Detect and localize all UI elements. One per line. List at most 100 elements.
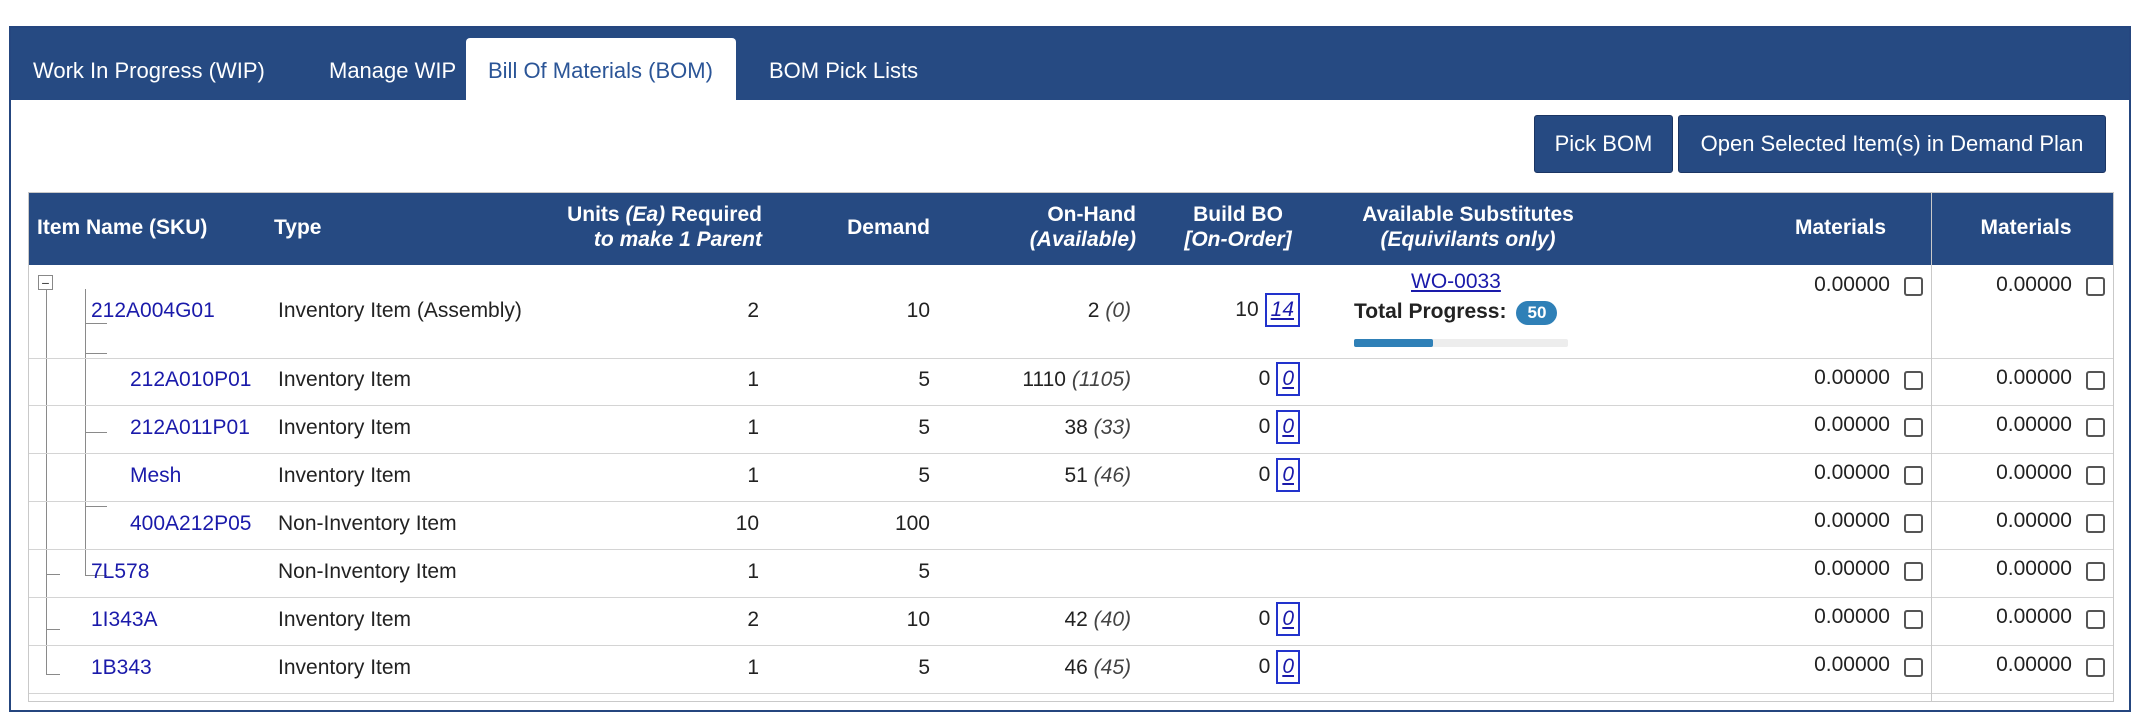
progress-badge: 50 <box>1516 301 1558 325</box>
units-required: 2 <box>747 608 759 631</box>
header-on-hand[interactable]: On-Hand (Available) <box>948 202 1136 252</box>
materials-1-value: 0.00000 <box>1814 509 1890 532</box>
tree-branch <box>46 629 60 630</box>
materials-2-checkbox[interactable] <box>2086 562 2105 581</box>
item-type: Inventory Item <box>278 656 412 679</box>
on-order-link[interactable]: 0 <box>1276 410 1300 444</box>
units-required: 1 <box>747 416 759 439</box>
tree-branch <box>85 353 107 354</box>
units-required: 10 <box>735 512 759 535</box>
materials-2-checkbox[interactable] <box>2086 514 2105 533</box>
collapse-icon[interactable]: − <box>38 275 53 290</box>
sku-link[interactable]: 212A011P01 <box>130 416 250 439</box>
tab-bar: Work In Progress (WIP) Manage WIP Bill O… <box>11 28 2129 100</box>
on-hand-qty: 42 <box>1064 608 1088 631</box>
tab-bom-pick-lists[interactable]: BOM Pick Lists <box>769 58 919 83</box>
materials-1-value: 0.00000 <box>1814 605 1890 628</box>
materials-2-value: 0.00000 <box>1996 366 2072 389</box>
build-qty: 10 <box>1235 298 1259 321</box>
materials-1-value: 0.00000 <box>1814 366 1890 389</box>
build-qty: 0 <box>1258 463 1271 486</box>
materials-2-checkbox[interactable] <box>2086 466 2105 485</box>
table-row[interactable]: − 212A004G01 Inventory Item (Assembly) 2… <box>28 265 2114 359</box>
materials-2-checkbox[interactable] <box>2086 418 2105 437</box>
demand-value: 5 <box>918 560 930 583</box>
materials-2-value: 0.00000 <box>1996 605 2072 628</box>
header-materials-2[interactable]: Materials <box>1980 216 2072 239</box>
build-qty: 0 <box>1258 655 1271 678</box>
pick-bom-button[interactable]: Pick BOM <box>1534 115 1673 173</box>
materials-1-checkbox[interactable] <box>1904 610 1923 629</box>
substitute-wo-link[interactable]: WO-0033 <box>1411 270 1501 293</box>
sku-link[interactable]: 7L578 <box>91 560 150 583</box>
header-demand[interactable]: Demand <box>847 216 930 239</box>
demand-value: 10 <box>906 299 930 322</box>
header-materials-1[interactable]: Materials <box>1794 216 1887 239</box>
build-qty: 0 <box>1258 367 1271 390</box>
materials-1-value: 0.00000 <box>1814 413 1890 436</box>
sku-link[interactable]: 212A010P01 <box>130 368 252 391</box>
sku-link[interactable]: Mesh <box>130 464 182 487</box>
materials-1-checkbox[interactable] <box>1904 658 1923 677</box>
materials-2-checkbox[interactable] <box>2086 610 2105 629</box>
tab-bill-of-materials[interactable]: Bill Of Materials (BOM) <box>466 38 736 100</box>
item-type: Inventory Item <box>278 608 412 631</box>
header-units-required[interactable]: Units (Ea) Required to make 1 Parent <box>528 202 762 252</box>
build-qty: 0 <box>1258 607 1271 630</box>
on-hand-value: 51 (46) <box>958 464 1131 488</box>
sku-link[interactable]: 212A004G01 <box>91 299 215 322</box>
demand-value: 5 <box>918 656 930 679</box>
on-order-link[interactable]: 0 <box>1276 362 1300 396</box>
materials-2-checkbox[interactable] <box>2086 277 2105 296</box>
header-available-substitutes[interactable]: Available Substitutes (Equivilants only) <box>1328 202 1608 252</box>
header-build-bo[interactable]: Build BO [On-Order] <box>1168 202 1308 252</box>
on-hand-qty: 2 <box>1087 299 1100 322</box>
materials-1-value: 0.00000 <box>1814 273 1890 296</box>
materials-2-value: 0.00000 <box>1996 413 2072 436</box>
progress-label: Total Progress: <box>1354 300 1507 323</box>
header-units-required-label: Required <box>665 203 762 226</box>
sku-link[interactable]: 1B343 <box>91 656 152 679</box>
item-type: Inventory Item <box>278 416 412 439</box>
on-order-link[interactable]: 0 <box>1276 458 1300 492</box>
total-progress: Total Progress: 50 <box>1354 300 1558 325</box>
header-units-ea: (Ea) <box>625 203 666 226</box>
tab-manage-wip[interactable]: Manage WIP <box>329 58 457 83</box>
materials-2-checkbox[interactable] <box>2086 658 2105 677</box>
on-hand-value: 38 (33) <box>958 416 1131 440</box>
materials-1-checkbox[interactable] <box>1904 277 1923 296</box>
on-order-link[interactable]: 0 <box>1276 602 1300 636</box>
materials-1-checkbox[interactable] <box>1904 514 1923 533</box>
on-order-link[interactable]: 0 <box>1276 650 1300 684</box>
demand-value: 5 <box>918 368 930 391</box>
tab-work-in-progress[interactable]: Work In Progress (WIP) <box>33 58 265 83</box>
available-qty: (1105) <box>1071 368 1131 391</box>
on-hand-value: 42 (40) <box>958 608 1131 632</box>
table-row[interactable]: 212A010P01 Inventory Item 1 5 1110 (1105… <box>28 358 2114 406</box>
header-type[interactable]: Type <box>274 216 322 239</box>
materials-1-checkbox[interactable] <box>1904 418 1923 437</box>
header-on-hand-sub: (Available) <box>1029 228 1136 251</box>
tree-branch <box>85 323 107 324</box>
table-row[interactable]: 400A212P05 Non-Inventory Item 10 100 0.0… <box>28 501 2114 550</box>
materials-2-checkbox[interactable] <box>2086 371 2105 390</box>
materials-1-checkbox[interactable] <box>1904 562 1923 581</box>
header-substitutes-sub: (Equivilants only) <box>1380 228 1556 251</box>
on-hand-value: 46 (45) <box>958 656 1131 680</box>
table-row[interactable]: 7L578 Non-Inventory Item 1 5 0.00000 0.0… <box>28 549 2114 598</box>
sku-link[interactable]: 1I343A <box>91 608 158 631</box>
materials-1-checkbox[interactable] <box>1904 466 1923 485</box>
materials-1-checkbox[interactable] <box>1904 371 1923 390</box>
sku-link[interactable]: 400A212P05 <box>130 512 252 535</box>
header-units-sub: to make 1 Parent <box>593 228 762 251</box>
on-hand-qty: 38 <box>1064 416 1088 439</box>
units-required: 1 <box>747 464 759 487</box>
on-order-link[interactable]: 14 <box>1264 293 1300 327</box>
header-item-name[interactable]: Item Name (SKU) <box>37 216 208 239</box>
open-demand-plan-button[interactable]: Open Selected Item(s) in Demand Plan <box>1678 115 2106 173</box>
